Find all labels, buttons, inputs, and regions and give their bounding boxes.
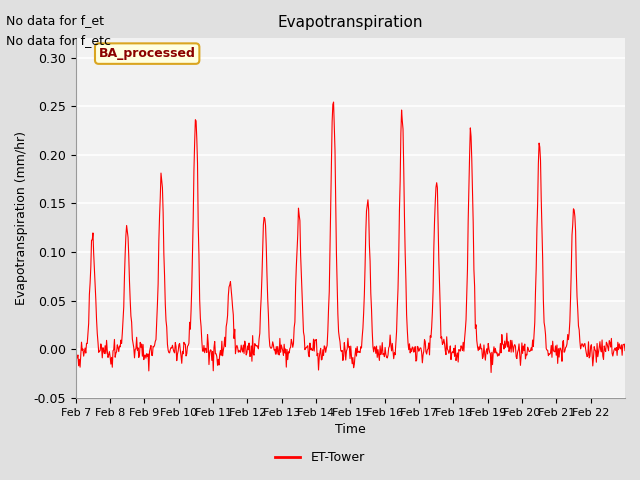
Text: BA_processed: BA_processed — [99, 47, 196, 60]
X-axis label: Time: Time — [335, 423, 366, 436]
Legend: ET-Tower: ET-Tower — [270, 446, 370, 469]
Y-axis label: Evapotranspiration (mm/hr): Evapotranspiration (mm/hr) — [15, 131, 28, 305]
Text: No data for f_et: No data for f_et — [6, 14, 104, 27]
Text: No data for f_etc: No data for f_etc — [6, 34, 111, 47]
Title: Evapotranspiration: Evapotranspiration — [278, 15, 423, 30]
